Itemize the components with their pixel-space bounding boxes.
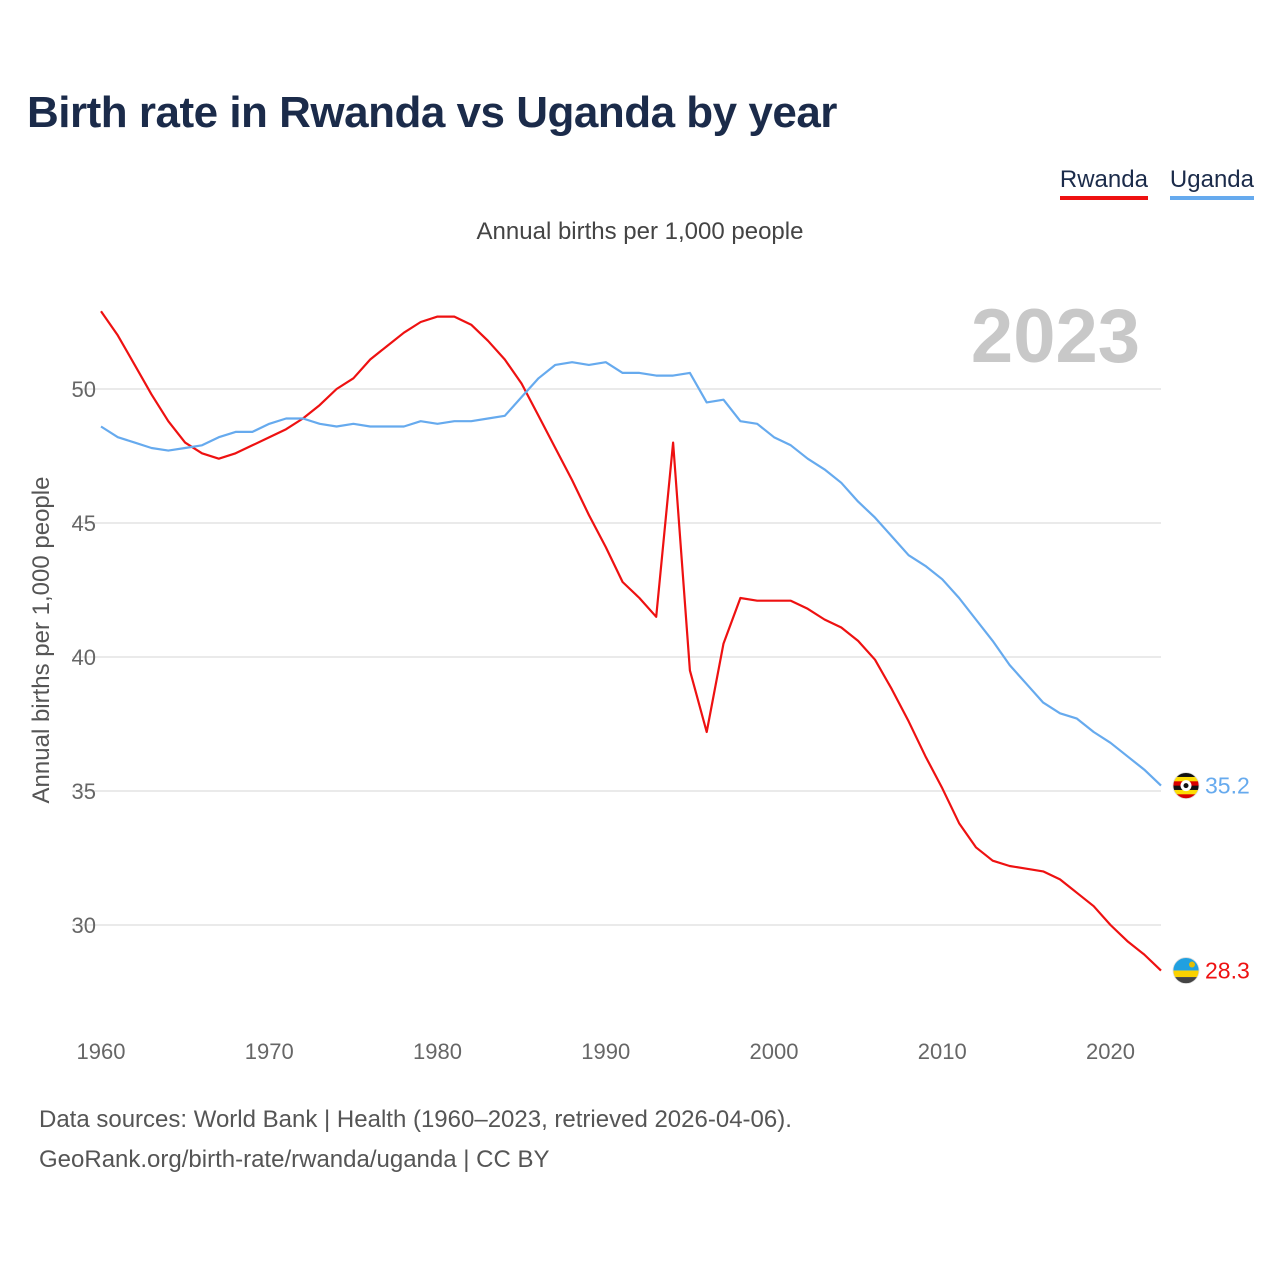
x-tick-labels: 1960 1970 1980 1990 2000 2010 2020	[77, 1039, 1135, 1064]
year-watermark: 2023	[971, 294, 1140, 379]
y-tick-label: 40	[72, 645, 96, 670]
footer-credit: GeoRank.org/birth-rate/rwanda/uganda | C…	[39, 1146, 550, 1173]
y-tick-label: 30	[72, 913, 96, 938]
series-line-rwanda[interactable]	[100, 310, 1162, 972]
rwanda-flag-icon	[1172, 957, 1200, 984]
gridlines	[72, 388, 1161, 926]
x-tick-label: 2000	[750, 1039, 799, 1064]
chart-subtitle: Annual births per 1,000 people	[476, 218, 804, 245]
footer-sources: Data sources: World Bank | Health (1960–…	[39, 1106, 792, 1133]
end-value-label-rwanda: 28.3	[1205, 958, 1250, 984]
y-tick-label: 50	[72, 377, 96, 402]
legend: Rwanda Uganda	[1059, 166, 1254, 200]
x-tick-label: 1970	[245, 1039, 294, 1064]
series-lines	[100, 310, 1162, 972]
y-tick-labels: 30 35 40 45 50	[72, 377, 96, 938]
chart-title: Birth rate in Rwanda vs Uganda by year	[27, 88, 837, 137]
y-tick-label: 35	[72, 779, 96, 804]
series-line-uganda[interactable]	[100, 361, 1162, 787]
x-tick-label: 1980	[413, 1039, 462, 1064]
x-tick-label: 1990	[581, 1039, 630, 1064]
legend-item-uganda[interactable]: Uganda	[1169, 166, 1254, 200]
uganda-flag-icon	[1172, 772, 1200, 800]
x-tick-label: 1960	[77, 1039, 126, 1064]
y-tick-label: 45	[72, 511, 96, 536]
series-endpoints: 28.3 35.2	[1172, 772, 1250, 984]
end-value-label-uganda: 35.2	[1205, 773, 1250, 799]
x-tick-label: 2020	[1086, 1039, 1135, 1064]
legend-item-rwanda[interactable]: Rwanda	[1059, 166, 1148, 200]
x-tick-label: 2010	[918, 1039, 967, 1064]
